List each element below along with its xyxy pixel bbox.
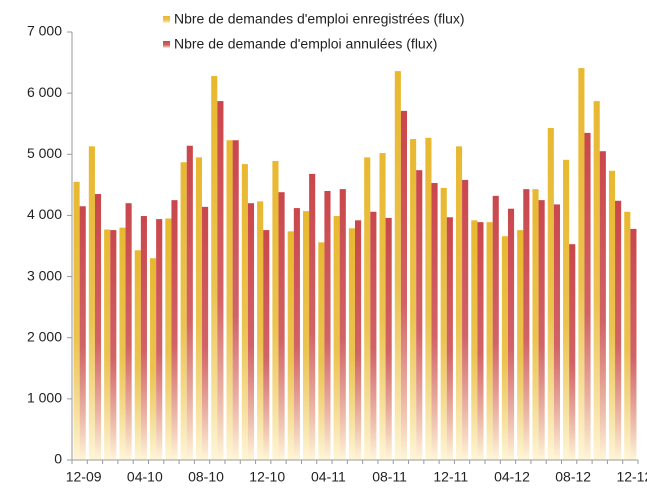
x-tick-label: 04-11 bbox=[311, 469, 346, 485]
legend-swatch bbox=[163, 41, 170, 48]
y-tick-label: 1 000 bbox=[27, 390, 62, 406]
x-tick-label: 12-12 bbox=[616, 469, 647, 485]
bar bbox=[94, 194, 102, 460]
bar bbox=[385, 217, 392, 460]
bar bbox=[355, 220, 362, 460]
bar bbox=[486, 222, 493, 460]
bar bbox=[241, 164, 248, 460]
y-tick-label: 4 000 bbox=[27, 206, 62, 222]
y-tick-label: 0 bbox=[54, 451, 62, 467]
bar bbox=[532, 189, 539, 460]
x-tick-label: 04-10 bbox=[127, 469, 163, 485]
bar bbox=[309, 173, 316, 460]
bar bbox=[186, 145, 193, 460]
bar bbox=[293, 208, 300, 460]
bar bbox=[462, 179, 469, 461]
bar bbox=[272, 161, 279, 461]
bar bbox=[553, 204, 560, 460]
bar bbox=[507, 208, 515, 460]
bar bbox=[134, 250, 141, 460]
bar bbox=[394, 71, 401, 460]
x-tick-label: 08-10 bbox=[188, 469, 224, 485]
bar bbox=[217, 101, 224, 460]
y-tick-label: 7 000 bbox=[27, 23, 62, 39]
bar bbox=[517, 230, 524, 460]
x-tick-label: 12-11 bbox=[433, 469, 468, 485]
bar bbox=[593, 101, 600, 460]
bar bbox=[370, 211, 377, 460]
legend-label: Nbre de demandes d'emploi enregistrées (… bbox=[174, 11, 465, 27]
bar bbox=[88, 146, 95, 460]
bar bbox=[477, 222, 484, 460]
bar bbox=[156, 219, 163, 460]
bar bbox=[431, 183, 438, 460]
legend-swatch bbox=[163, 16, 170, 23]
bar bbox=[615, 200, 622, 461]
bar bbox=[440, 187, 447, 460]
bar bbox=[608, 170, 616, 460]
bar bbox=[400, 110, 408, 461]
bar bbox=[523, 189, 530, 460]
bar bbox=[563, 159, 570, 460]
bar bbox=[104, 229, 111, 460]
bar bbox=[180, 162, 187, 460]
x-tick-label: 12-09 bbox=[66, 469, 102, 485]
bar bbox=[333, 216, 340, 460]
bar bbox=[232, 140, 239, 461]
legend-label: Nbre de demande d'emploi annulées (flux) bbox=[174, 36, 437, 52]
bar bbox=[569, 244, 576, 460]
bar bbox=[624, 211, 631, 460]
x-tick-label: 08-11 bbox=[372, 469, 407, 485]
bar bbox=[584, 132, 591, 460]
x-tick-label: 04-12 bbox=[494, 469, 530, 485]
bar bbox=[247, 203, 255, 460]
bar bbox=[324, 190, 331, 460]
bar bbox=[630, 228, 637, 460]
y-tick-label: 3 000 bbox=[27, 267, 62, 283]
bar bbox=[287, 231, 294, 460]
bar bbox=[119, 227, 126, 460]
bar bbox=[257, 201, 264, 460]
bar bbox=[501, 236, 508, 460]
bar bbox=[416, 170, 423, 460]
y-tick-label: 6 000 bbox=[27, 84, 62, 100]
bar bbox=[339, 189, 346, 460]
bar bbox=[302, 211, 310, 460]
bar bbox=[171, 200, 178, 460]
bar bbox=[379, 153, 386, 460]
bar bbox=[140, 216, 147, 460]
bar bbox=[599, 151, 606, 460]
bar bbox=[425, 137, 432, 460]
bar bbox=[195, 157, 203, 461]
bar bbox=[538, 200, 545, 460]
y-tick-label: 2 000 bbox=[27, 328, 62, 344]
bar bbox=[202, 206, 209, 460]
bar bbox=[455, 146, 463, 460]
bar bbox=[471, 220, 478, 460]
bar bbox=[79, 206, 86, 460]
bar bbox=[578, 68, 585, 461]
bar bbox=[263, 230, 270, 460]
bar bbox=[348, 228, 355, 460]
bar bbox=[110, 230, 117, 460]
x-tick-label: 12-10 bbox=[249, 469, 285, 485]
bar bbox=[446, 217, 453, 460]
x-tick-label: 08-12 bbox=[555, 469, 591, 485]
bar bbox=[211, 76, 218, 460]
bar bbox=[547, 127, 554, 460]
bar bbox=[73, 181, 80, 461]
bar bbox=[226, 140, 233, 461]
bar bbox=[410, 139, 417, 460]
bar bbox=[125, 203, 132, 460]
bar bbox=[364, 157, 371, 461]
y-tick-label: 5 000 bbox=[27, 145, 62, 161]
bar bbox=[492, 195, 499, 460]
bar bbox=[150, 258, 157, 460]
bar bbox=[318, 242, 325, 460]
bar bbox=[278, 192, 285, 461]
bar bbox=[165, 218, 172, 460]
